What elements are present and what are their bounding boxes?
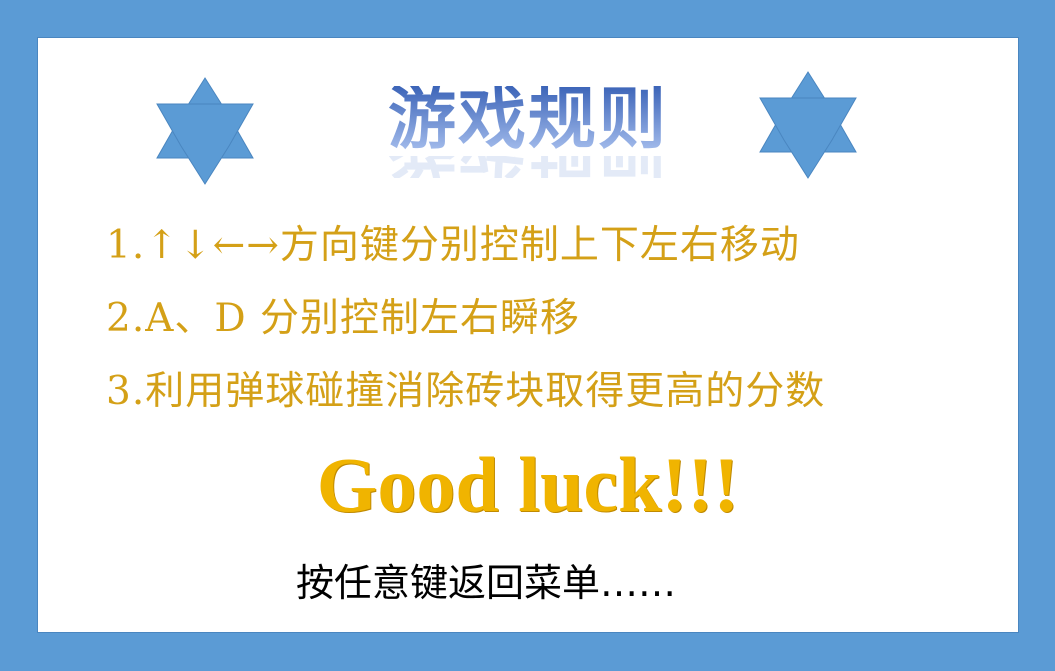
rule-item: 1.↑↓←→方向键分别控制上下左右移动 bbox=[106, 223, 800, 268]
star-icon bbox=[759, 71, 857, 179]
rule-item: 2.A、D 分别控制左右瞬移 bbox=[106, 296, 581, 341]
star-icon bbox=[156, 77, 254, 185]
good-luck-text: Good luck!!! bbox=[316, 441, 740, 528]
press-any-key-prompt: 按任意键返回菜单…… bbox=[296, 561, 677, 605]
rule-item: 3.利用弹球碰撞消除砖块取得更高的分数 bbox=[106, 369, 826, 414]
rules-list: 1.↑↓←→方向键分别控制上下左右移动 2.A、D 分别控制左右瞬移 3.利用弹… bbox=[106, 226, 825, 445]
page-title: 游戏规则 bbox=[338, 86, 718, 154]
rules-panel: 游戏规则 游戏规则 1.↑↓←→方向键分别控制上下左右移动 2.A、D 分别控制… bbox=[38, 38, 1018, 632]
title-reflection: 游戏规则 bbox=[338, 156, 718, 178]
